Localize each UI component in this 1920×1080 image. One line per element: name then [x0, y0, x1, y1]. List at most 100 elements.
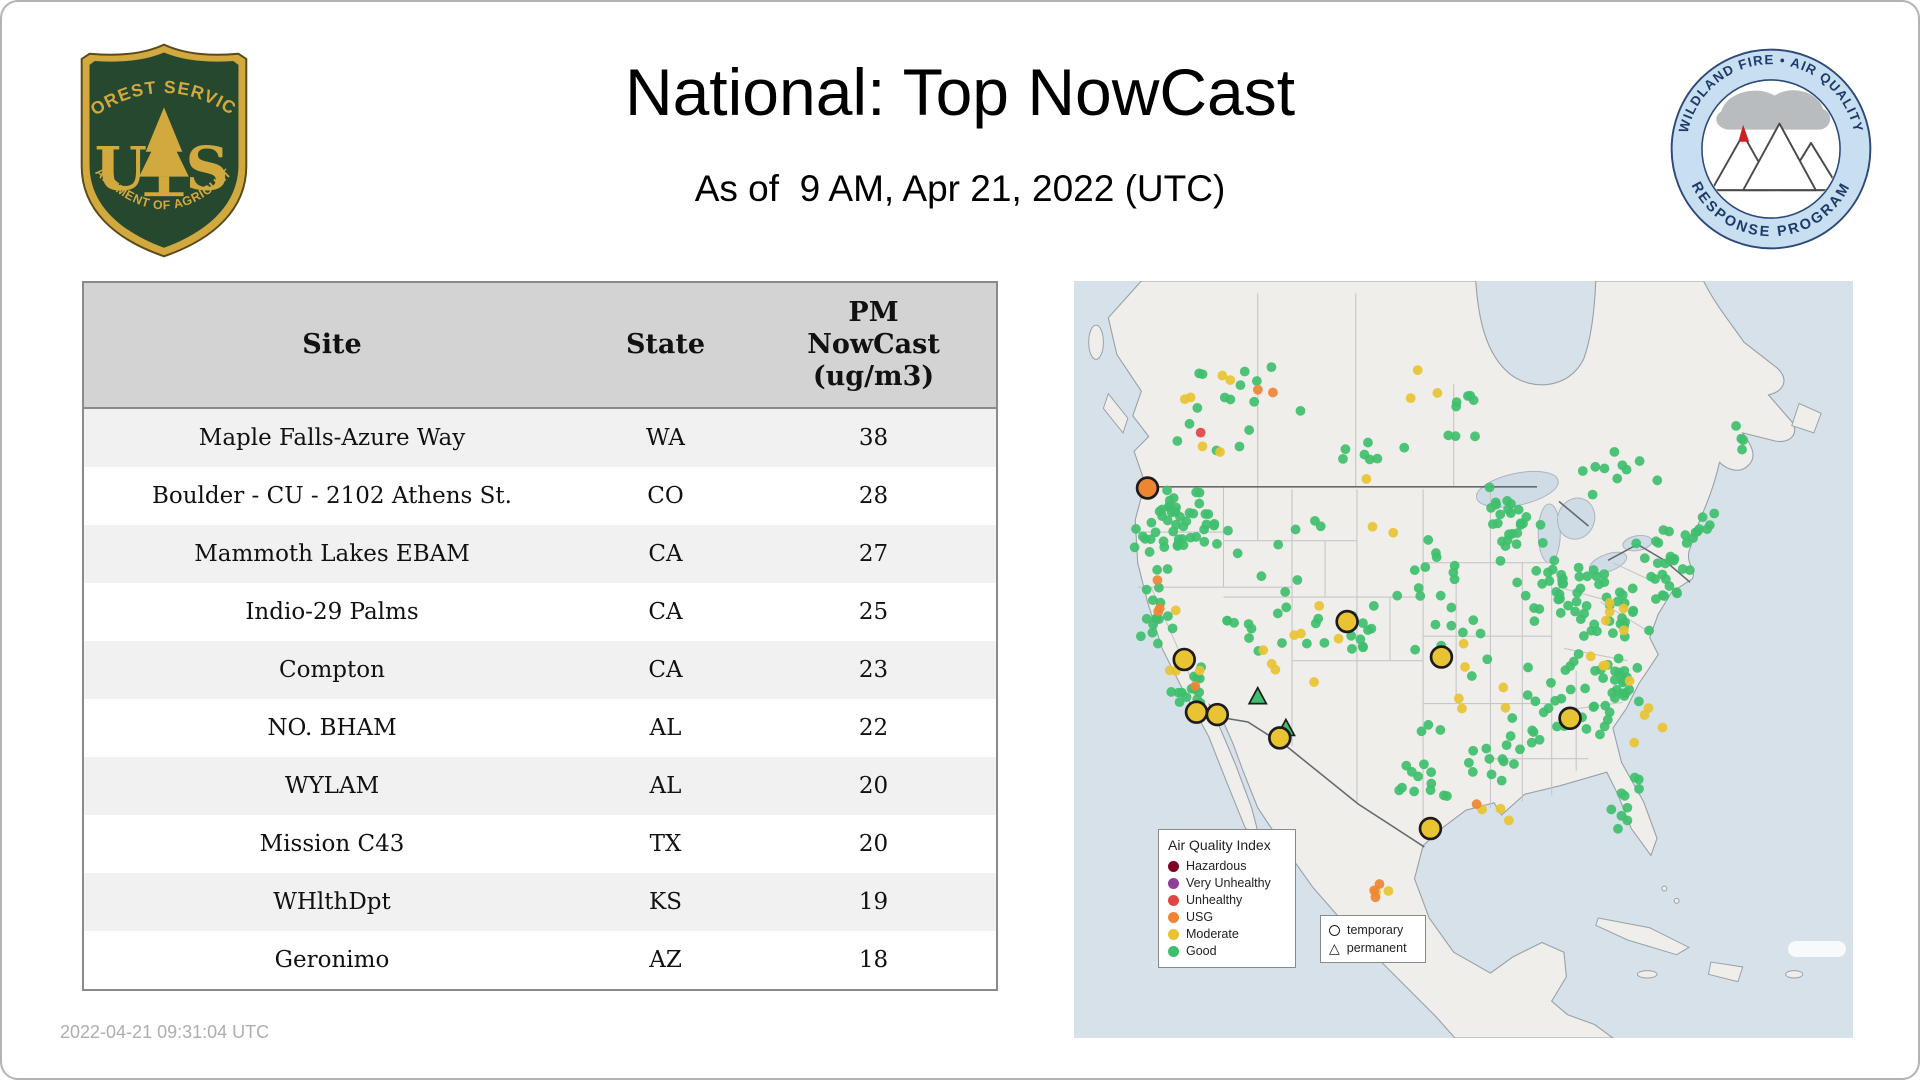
value-cell: 25	[858, 599, 889, 625]
monitor-dot	[1416, 726, 1427, 737]
monitor-dot	[1314, 600, 1325, 611]
monitor-dot	[1579, 631, 1589, 641]
table-row: Maple Falls-Azure Way WA 38	[84, 408, 996, 467]
monitor-dot	[1484, 753, 1495, 764]
monitor-dot	[1272, 608, 1283, 619]
monitor-dot	[1333, 633, 1344, 644]
monitor-dot	[1167, 623, 1178, 634]
monitor-dot	[1496, 775, 1507, 786]
monitor-dot	[1372, 453, 1383, 464]
monitor-dot	[1639, 710, 1650, 720]
monitor-dot	[1672, 588, 1683, 599]
table-row: Compton CA 23	[84, 641, 996, 699]
monitor-dot	[1522, 690, 1533, 701]
monitor-dot	[1604, 606, 1615, 617]
monitor-dot	[1600, 660, 1611, 671]
forest-service-shield: FOREST SERVICE DEPARTMENT OF AGRICULTURE…	[59, 26, 248, 258]
monitor-dot	[1490, 497, 1501, 508]
monitor-dot	[1431, 548, 1441, 558]
site-cell: Compton	[279, 657, 385, 683]
forest-service-logo: FOREST SERVICE DEPARTMENT OF AGRICULTURE…	[59, 26, 262, 258]
monitor-dot	[1573, 649, 1584, 659]
monitor-dot	[1547, 564, 1558, 575]
smoke-cloud-icon	[1716, 90, 1831, 130]
site-cell: Mission C43	[259, 831, 405, 857]
legend-label: Very Unhealthy	[1186, 876, 1271, 890]
monitor-dot	[1141, 584, 1152, 595]
site-cell: Indio-29 Palms	[245, 599, 419, 625]
markers-layer	[1135, 476, 1582, 841]
monitor-dot	[1535, 519, 1546, 530]
monitor-dot	[1309, 677, 1319, 687]
site-cell: WHlthDpt	[273, 889, 391, 915]
table-row: Geronimo AZ 18	[84, 931, 996, 989]
aqi-map[interactable]: Air Quality Index Hazardous Very Unhealth…	[1074, 281, 1853, 1038]
monitor-dot	[1177, 687, 1187, 698]
monitor-dot	[1152, 564, 1163, 575]
monitor-dot	[1507, 713, 1518, 723]
legend-item: Good	[1168, 943, 1286, 960]
page-title: National: Top NowCast	[624, 55, 1296, 129]
monitor-dot	[1209, 520, 1219, 531]
monitor-dot	[1162, 564, 1173, 574]
monitor-dot	[1219, 392, 1230, 403]
monitor-dot	[1495, 803, 1506, 814]
table-row: Indio-29 Palms CA 25	[84, 583, 996, 641]
monitor-dot	[1570, 606, 1580, 617]
monitor-dot	[1141, 613, 1152, 624]
monitor-dot	[1346, 630, 1357, 641]
temporary-monitor-marker	[1558, 706, 1582, 731]
monitor-dot	[1174, 697, 1185, 708]
monitor-dot	[1363, 437, 1373, 448]
monitor-dot	[1581, 724, 1592, 734]
monitor-dot	[1482, 654, 1493, 665]
monitor-dot	[1277, 638, 1287, 648]
monitor-dot	[1415, 591, 1426, 601]
monitor-dot	[1273, 539, 1284, 550]
col-header-pm-nowcast: PM NowCast (ug/m3)	[751, 283, 996, 409]
col-header-site: Site	[84, 283, 580, 409]
monitor-dot	[1164, 501, 1174, 512]
monitor-dot	[1531, 565, 1542, 576]
monitor-dot	[1651, 536, 1661, 547]
monitor-dot	[1153, 638, 1163, 649]
monitor-dot	[1296, 628, 1306, 639]
monitor-dot	[1518, 518, 1528, 529]
monitor-dot	[1266, 362, 1277, 373]
monitor-dot	[1430, 619, 1441, 630]
monitor-dot	[1191, 487, 1202, 498]
table-header-row: Site State PM NowCast (ug/m3)	[84, 283, 996, 409]
monitor-dot	[1538, 707, 1549, 718]
temporary-monitor-marker	[1172, 647, 1196, 672]
dots-layer	[1129, 362, 1749, 903]
monitor-dot	[1347, 643, 1357, 654]
monitor-dot	[1470, 431, 1480, 442]
monitor-dot	[1504, 529, 1514, 540]
monitor-dot	[1185, 532, 1196, 543]
monitor-dot	[1448, 567, 1459, 578]
monitor-dot	[1212, 538, 1222, 549]
monitor-dot	[1629, 737, 1640, 748]
monitor-dot	[1563, 600, 1574, 611]
legend-item: Unhealthy	[1168, 892, 1286, 909]
monitor-dot	[1704, 520, 1715, 531]
monitor-dot	[1358, 618, 1368, 629]
monitor-dot	[1194, 368, 1205, 379]
monitor-dot	[1572, 587, 1583, 598]
value-cell: 22	[858, 715, 889, 741]
monitor-dot	[1588, 565, 1599, 575]
monitor-dot	[1537, 578, 1548, 589]
pine-tree-icon	[139, 107, 189, 197]
monitor-dot	[1624, 676, 1635, 686]
monitor-dot	[1179, 394, 1190, 405]
monitor-dot	[1555, 608, 1566, 618]
monitor-dot	[1486, 769, 1497, 780]
monitor-dot	[1577, 466, 1588, 476]
monitor-dot	[1200, 509, 1211, 519]
monitor-dot	[1397, 782, 1407, 793]
table-row: Mammoth Lakes EBAM CA 27	[84, 525, 996, 583]
table-row: WYLAM AL 20	[84, 757, 996, 815]
map-attribution-pill	[1788, 941, 1846, 957]
monitor-dot	[1413, 583, 1424, 593]
monitor-dot	[1270, 664, 1281, 675]
